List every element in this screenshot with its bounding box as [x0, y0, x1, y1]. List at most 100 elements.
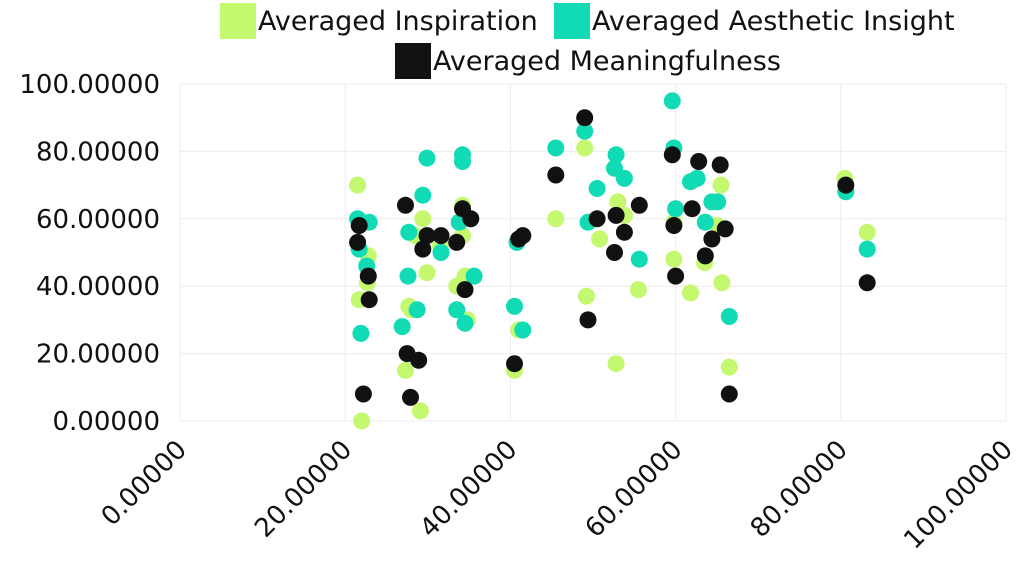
point-series-0-23	[591, 230, 609, 248]
point-series-1-18	[506, 297, 523, 315]
point-series-0-30	[682, 284, 699, 302]
point-series-1-8	[408, 301, 426, 319]
point-series-2-14	[456, 281, 474, 299]
x-tick-label: 20.00000	[249, 435, 358, 544]
point-series-2-30	[683, 200, 701, 218]
legend-swatch-2	[395, 43, 431, 79]
legend-label-1: Averaged Aesthetic Insight	[592, 6, 955, 37]
point-series-2-7	[402, 388, 419, 406]
point-series-1-34	[696, 213, 714, 231]
point-series-2-4	[360, 291, 378, 309]
point-series-1-9	[414, 186, 432, 204]
point-series-1-36	[709, 193, 727, 211]
point-series-1-15	[454, 153, 471, 170]
point-series-2-24	[607, 206, 625, 224]
legend-swatch-1	[554, 3, 590, 39]
point-series-2-33	[703, 230, 721, 248]
legend-label-2: Averaged Meaningfulness	[433, 46, 781, 77]
x-axis-ticks: 0.00000 20.00000 40.00000 60.00000 80.00000 1…	[96, 435, 1019, 556]
point-series-2-18	[514, 227, 532, 245]
point-series-0-22	[577, 287, 595, 305]
point-series-2-22	[588, 210, 606, 228]
point-series-1-22	[576, 122, 594, 140]
point-series-2-3	[359, 267, 377, 285]
point-series-1-39	[858, 240, 876, 258]
point-series-2-25	[615, 223, 633, 241]
point-series-2-21	[579, 311, 597, 329]
point-series-2-1	[350, 217, 368, 234]
point-series-0-24	[607, 355, 625, 373]
y-tick-label: 40.00000	[36, 272, 160, 302]
point-series-1-27	[615, 169, 633, 187]
x-tick-label: 80.00000	[745, 435, 854, 544]
x-tick-label: 60.00000	[580, 435, 689, 544]
point-series-2-31	[690, 153, 708, 170]
point-series-0-21	[576, 139, 594, 157]
point-series-1-17	[465, 267, 483, 285]
point-series-2-5	[397, 196, 414, 214]
point-series-1-26	[607, 146, 625, 164]
point-series-1-6	[399, 267, 417, 285]
point-series-2-10	[418, 227, 436, 245]
y-axis-ticks: 0.00000 20.00000 40.00000 60.00000 80.00000 1…	[19, 70, 160, 437]
point-series-1-31	[667, 200, 685, 218]
y-tick-label: 80.00000	[36, 137, 160, 167]
point-series-0-5	[397, 361, 414, 379]
point-series-1-13	[448, 301, 466, 319]
point-series-2-11	[432, 227, 450, 245]
point-series-1-10	[418, 149, 436, 167]
point-series-1-16	[456, 314, 474, 332]
point-series-2-12	[448, 233, 466, 251]
point-series-0-37	[858, 223, 876, 241]
y-tick-label: 0.00000	[52, 407, 160, 437]
y-tick-label: 100.00000	[19, 70, 160, 100]
data-points	[349, 92, 876, 430]
point-series-2-0	[349, 233, 367, 251]
point-series-0-20	[547, 210, 565, 228]
legend-swatch-0	[220, 3, 256, 39]
point-series-0-9	[411, 402, 429, 420]
point-series-1-20	[514, 321, 532, 339]
point-series-2-28	[665, 217, 683, 234]
point-series-2-9	[414, 240, 432, 258]
x-tick-label: 100.00000	[898, 435, 1019, 556]
point-series-0-25	[609, 193, 627, 211]
point-series-0-29	[665, 250, 683, 268]
point-series-0-34	[713, 274, 731, 292]
point-series-1-7	[400, 223, 418, 241]
legend: Averaged Inspiration Averaged Aesthetic I…	[220, 3, 955, 79]
point-series-1-37	[720, 308, 738, 325]
point-series-2-34	[711, 156, 729, 174]
point-series-1-28	[630, 250, 648, 268]
y-tick-label: 20.00000	[36, 340, 160, 370]
legend-label-0: Averaged Inspiration	[258, 6, 538, 37]
point-series-2-19	[547, 166, 565, 184]
point-series-2-23	[606, 244, 623, 261]
point-series-2-37	[837, 176, 855, 194]
point-series-2-8	[410, 351, 428, 369]
point-series-0-11	[418, 264, 436, 282]
point-series-2-32	[696, 247, 714, 265]
point-series-0-0	[349, 176, 367, 194]
y-tick-label: 60.00000	[36, 205, 160, 235]
point-series-0-33	[712, 176, 730, 194]
point-series-1-29	[663, 92, 681, 110]
point-series-1-24	[588, 180, 606, 197]
point-series-2-38	[858, 274, 876, 292]
point-series-2-16	[506, 355, 523, 373]
point-series-2-2	[354, 385, 372, 403]
point-series-2-15	[462, 210, 480, 228]
point-series-0-2	[353, 412, 371, 430]
point-series-2-29	[667, 267, 685, 285]
grid-lines	[179, 83, 1007, 422]
point-series-2-26	[630, 196, 648, 214]
point-series-1-21	[547, 139, 565, 157]
point-series-0-27	[629, 281, 647, 299]
point-series-1-33	[688, 169, 706, 187]
x-tick-label: 0.00000	[96, 435, 193, 532]
point-series-1-2	[352, 324, 370, 342]
point-series-0-10	[414, 210, 432, 228]
point-series-0-35	[720, 358, 738, 376]
point-series-2-35	[716, 220, 734, 238]
